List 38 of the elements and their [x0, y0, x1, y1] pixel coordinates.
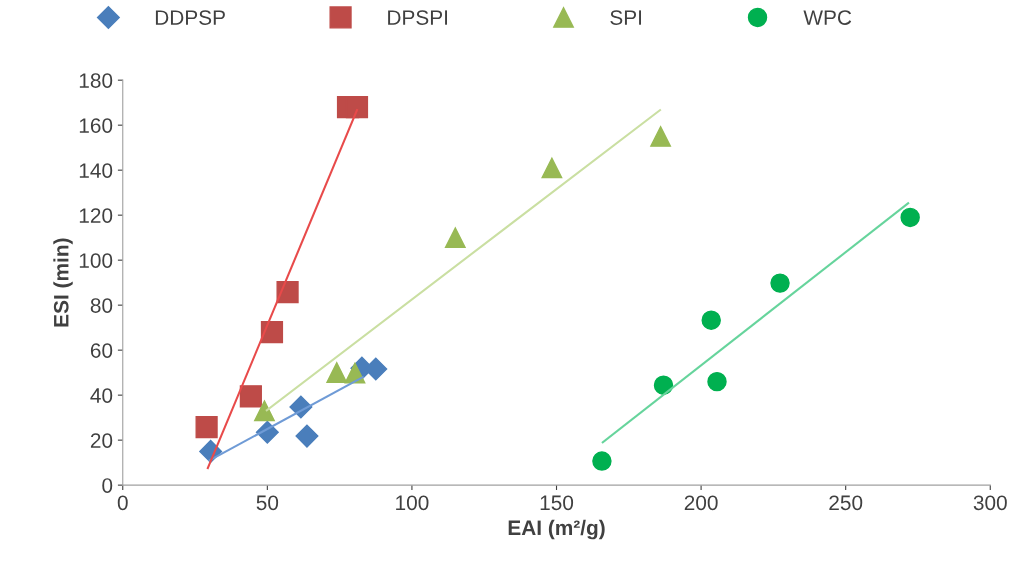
- point: [195, 415, 218, 439]
- legend-label: SPI: [610, 10, 642, 25]
- point: [444, 227, 466, 249]
- x-tick-label: 0: [117, 495, 128, 511]
- y-tick-label: 80: [90, 298, 113, 313]
- y-tick-label: 120: [79, 208, 113, 223]
- point: [295, 424, 319, 448]
- legend-label: WPC: [803, 10, 852, 25]
- point: [254, 400, 275, 422]
- x-tick-label: 300: [973, 495, 1007, 511]
- y-axis-title: ESI (min): [53, 238, 73, 327]
- y-tick-label: 40: [90, 388, 113, 403]
- legend-label: DDPSP: [155, 10, 225, 25]
- y-tick-label: 180: [79, 73, 113, 88]
- x-tick-label: 150: [540, 495, 574, 511]
- x-axis-title: EAI (m²/g): [508, 519, 605, 540]
- y-tick-label: 160: [79, 118, 113, 133]
- point: [770, 273, 790, 293]
- y-tick-label: 0: [102, 478, 113, 493]
- point: [592, 451, 612, 471]
- x-tick-label: 100: [396, 495, 429, 511]
- x-tick-label: 50: [256, 495, 279, 511]
- point: [541, 157, 563, 179]
- point: [900, 207, 920, 228]
- point: [701, 310, 721, 330]
- y-tick-label: 20: [90, 433, 113, 448]
- point: [345, 96, 369, 119]
- point: [707, 371, 727, 392]
- point: [326, 362, 348, 384]
- x-tick-label: 250: [829, 495, 863, 511]
- y-tick-label: 60: [90, 343, 113, 358]
- point: [276, 280, 299, 304]
- y-tick-label: 100: [79, 253, 113, 268]
- point: [650, 126, 672, 147]
- y-tick-label: 140: [79, 163, 113, 178]
- point: [239, 385, 262, 408]
- x-tick-label: 200: [684, 495, 718, 511]
- legend-label: DPSPI: [388, 10, 448, 25]
